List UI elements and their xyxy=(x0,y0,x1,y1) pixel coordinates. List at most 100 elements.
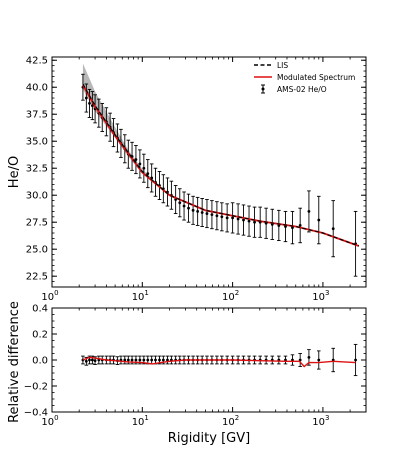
top-data-point xyxy=(134,145,138,175)
top-data-point xyxy=(177,188,182,218)
bottom-data-point xyxy=(316,350,321,370)
top-data-marker xyxy=(146,172,150,176)
bottom-y-tick-label: 0.2 xyxy=(32,330,48,341)
bottom-data-marker xyxy=(154,358,157,362)
bottom-data-marker xyxy=(88,358,91,362)
top-data-point xyxy=(215,201,219,231)
bottom-y-ticks: −0.4 −0.2 0.0 0.2 0.4 xyxy=(24,304,366,419)
bottom-y-tick-label: −0.2 xyxy=(24,382,48,393)
bottom-data-marker xyxy=(84,359,88,363)
top-data-marker xyxy=(253,220,256,224)
top-data-marker xyxy=(236,217,240,221)
top-data-point xyxy=(93,94,97,124)
top-data-point xyxy=(307,190,311,233)
top-data-point xyxy=(182,191,186,221)
bottom-data-marker xyxy=(142,358,146,362)
bottom-data-marker xyxy=(354,358,357,362)
top-data-point xyxy=(195,196,200,226)
top-data-marker xyxy=(210,213,214,217)
top-y-tick-label: 42.5 xyxy=(26,56,48,67)
top-y-tick-label: 25.0 xyxy=(26,245,48,256)
legend-lis-label: LIS xyxy=(277,61,288,70)
bottom-data-marker xyxy=(150,358,154,362)
bottom-y-tick-label: 0.0 xyxy=(32,356,48,367)
top-data-point xyxy=(210,200,214,230)
top-data-point xyxy=(186,193,191,223)
top-y-tick-label: 40.0 xyxy=(26,83,48,94)
bottom-line-series xyxy=(82,356,356,368)
top-y-tick-label: 35.0 xyxy=(26,137,48,148)
top-x-ticks: 100 101 102 103 xyxy=(41,57,367,303)
top-y-tick-label: 30.0 xyxy=(26,191,48,202)
top-y-tick-label: 27.5 xyxy=(26,218,48,229)
bottom-panel: 100 101 102 103 −0.4 −0.2 0.0 0.2 0.4 Relative … xyxy=(7,301,367,446)
top-data-marker xyxy=(242,218,245,222)
bottom-x-tick-label: 103 xyxy=(312,414,329,428)
top-x-tick-label: 101 xyxy=(132,289,149,303)
top-data-marker xyxy=(84,96,88,100)
bottom-data-marker xyxy=(134,358,138,362)
top-data-marker xyxy=(225,216,229,220)
top-data-point xyxy=(87,88,92,118)
top-data-point xyxy=(316,195,321,245)
legend-data-marker xyxy=(261,87,265,91)
top-data-marker xyxy=(331,227,335,231)
bottom-data-marker xyxy=(166,358,169,362)
bottom-data-marker xyxy=(158,358,161,362)
top-data-marker xyxy=(191,208,195,212)
top-y-tick-label: 37.5 xyxy=(26,110,48,121)
top-y-tick-label: 32.5 xyxy=(26,164,48,175)
top-data-marker xyxy=(200,211,204,214)
top-data-marker xyxy=(307,210,311,213)
top-data-marker xyxy=(142,166,146,170)
top-x-tick-label: 102 xyxy=(222,289,239,303)
bottom-data-point xyxy=(93,356,97,365)
top-data-point xyxy=(230,202,235,234)
top-plot-frame xyxy=(51,56,367,288)
top-data-marker xyxy=(247,219,251,223)
top-data-marker xyxy=(134,158,138,161)
top-data-point xyxy=(252,206,257,238)
top-data-point xyxy=(142,153,146,183)
top-y-tick-label: 22.5 xyxy=(26,272,48,283)
top-data-point xyxy=(298,207,302,244)
top-data-point xyxy=(200,198,204,227)
legend-data-label: AMS-02 He/O xyxy=(277,85,327,94)
top-data-point xyxy=(247,205,251,237)
top-data-point xyxy=(145,159,150,189)
top-data-point xyxy=(236,203,240,235)
bottom-y-tick-label: 0.4 xyxy=(32,304,48,315)
bottom-data-point xyxy=(161,355,166,365)
bottom-data-point xyxy=(123,355,127,365)
top-data-point xyxy=(130,141,134,171)
bottom-data-marker xyxy=(317,358,321,362)
top-data-point xyxy=(173,185,178,215)
bottom-data-marker xyxy=(138,358,142,362)
top-y-ticks: 22.5 25.0 27.5 30.0 32.5 35.0 37.5 40.0 42.5 xyxy=(26,56,366,288)
x-axis-label: Rigidity [GV] xyxy=(168,431,250,446)
bottom-data-marker xyxy=(307,356,311,359)
top-data-marker xyxy=(178,201,182,205)
top-data-marker xyxy=(88,102,91,105)
top-data-point xyxy=(241,204,246,236)
top-data-point xyxy=(191,195,195,225)
bottom-data-point xyxy=(353,343,358,377)
top-data-marker xyxy=(298,224,302,227)
top-data-point xyxy=(161,174,166,204)
top-data-marker xyxy=(231,216,235,220)
bottom-data-marker xyxy=(90,358,94,362)
bottom-x-tick-label: 100 xyxy=(41,414,58,428)
legend: LIS Modulated Spectrum AMS-02 He/O xyxy=(254,61,355,94)
top-data-point xyxy=(283,210,288,243)
legend-modulated-label: Modulated Spectrum xyxy=(277,73,355,82)
top-data-marker xyxy=(196,210,200,213)
top-data-point xyxy=(138,149,142,179)
top-panel: 100 101 102 103 22.5 25.0 27.5 30.0 32.5 35.0 37.… xyxy=(7,56,367,303)
top-data-point xyxy=(84,83,89,113)
relative-difference-line xyxy=(82,356,356,368)
bottom-data-point xyxy=(165,355,170,365)
bottom-data-point xyxy=(264,355,268,365)
top-x-tick-label: 100 xyxy=(41,289,58,303)
bottom-x-tick-label: 101 xyxy=(132,414,149,428)
